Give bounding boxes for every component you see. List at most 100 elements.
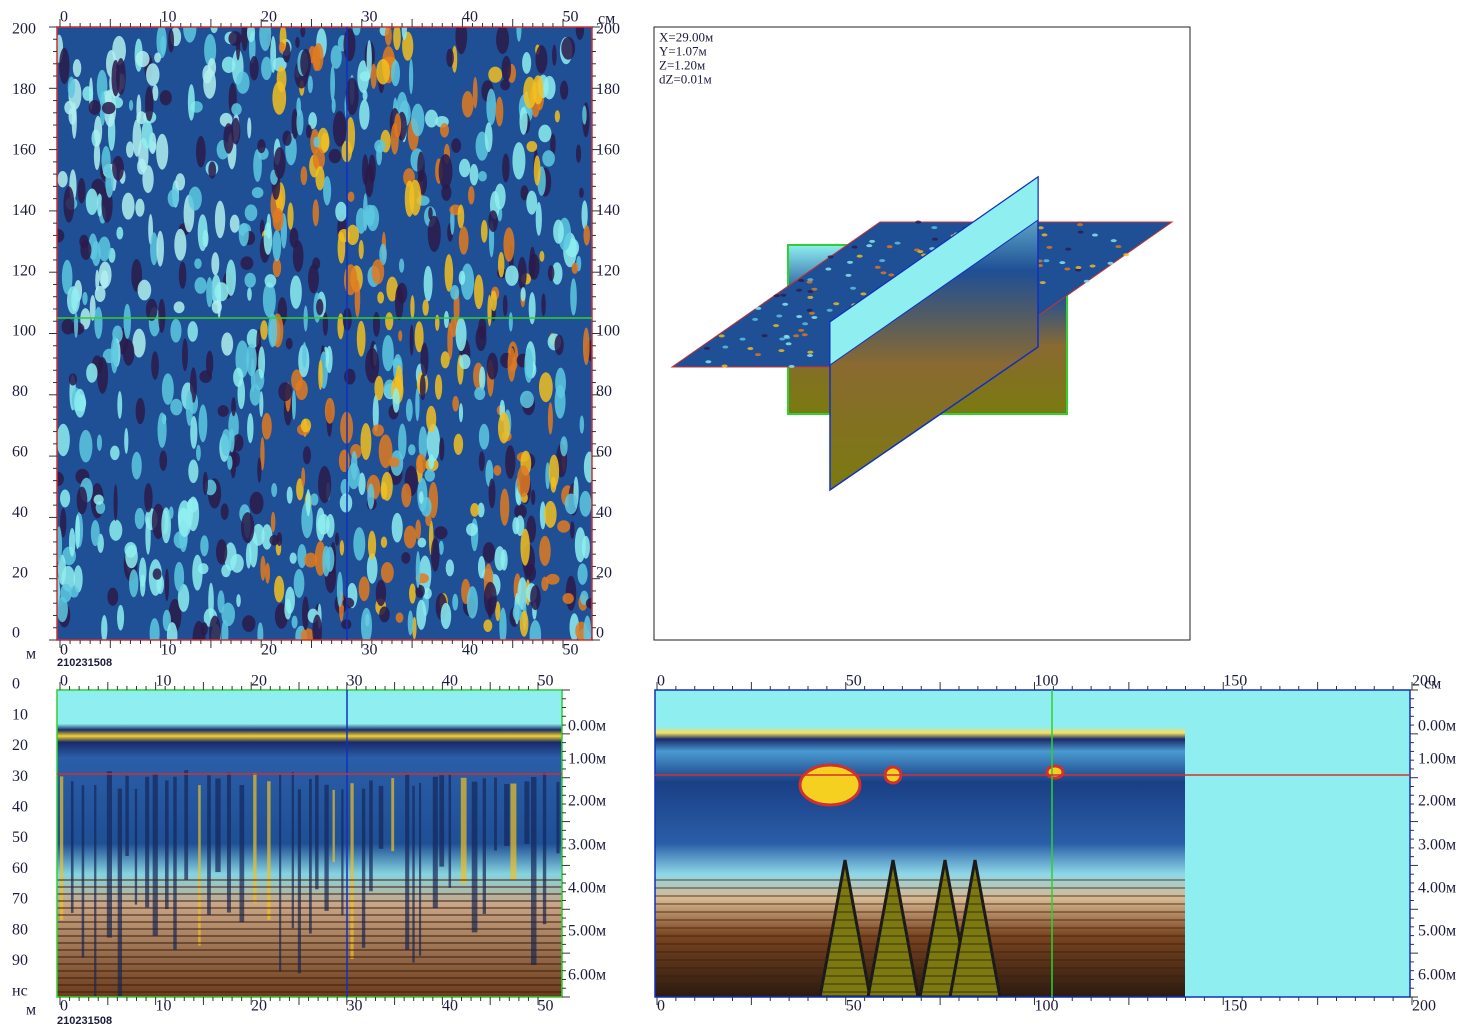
texture-blob — [553, 219, 564, 244]
texture-blob — [825, 267, 832, 271]
texture-blob — [519, 610, 529, 637]
texture-blob — [490, 290, 497, 312]
texture-blob — [438, 153, 453, 189]
tick-label: 160 — [12, 141, 36, 158]
texture-blob — [178, 261, 187, 289]
texture-blob — [440, 602, 452, 630]
texture-blob — [168, 506, 174, 519]
texture-blob — [1077, 223, 1084, 227]
texture-blob — [154, 52, 161, 63]
texture-streak — [184, 770, 189, 880]
texture-blob — [396, 282, 408, 304]
texture-blob — [1123, 253, 1130, 257]
texture-blob — [408, 444, 416, 456]
texture-blob — [257, 139, 266, 154]
texture-blob — [434, 374, 443, 400]
texture-blob — [382, 335, 394, 372]
texture-blob — [755, 353, 762, 357]
texture-blob — [547, 402, 553, 435]
texture-blob — [538, 372, 553, 403]
texture-blob — [57, 423, 70, 457]
texture-blob — [782, 302, 789, 306]
texture-blob — [477, 502, 485, 518]
texture-blob — [145, 298, 158, 322]
texture-blob — [583, 451, 592, 483]
texture-blob — [582, 327, 590, 366]
texture-blob — [554, 110, 560, 123]
texture-blob — [187, 84, 195, 121]
tick-label: 0 — [596, 625, 604, 642]
tick-label: 40 — [12, 798, 28, 815]
texture-blob — [244, 204, 258, 222]
texture-blob — [424, 469, 436, 482]
texture-blob — [410, 295, 415, 319]
texture-blob — [247, 117, 252, 139]
texture-blob — [261, 412, 272, 440]
texture-blob — [61, 318, 75, 335]
texture-blob — [541, 293, 546, 317]
texture-blob — [773, 324, 780, 328]
texture-blob — [331, 98, 336, 114]
texture-blob — [306, 489, 311, 517]
texture-blob — [129, 569, 139, 598]
texture-blob — [426, 423, 441, 462]
texture-streak — [134, 788, 138, 905]
texture-blob — [121, 192, 135, 220]
texture-blob — [287, 202, 294, 230]
texture-blob — [211, 300, 222, 314]
texture-blob — [230, 553, 244, 573]
texture-blob — [526, 141, 538, 152]
texture-blob — [1039, 281, 1046, 285]
texture-blob — [880, 271, 887, 275]
texture-blob — [135, 50, 150, 68]
texture-blob — [310, 493, 319, 506]
tick-label: 0 — [60, 998, 68, 1015]
texture-blob — [200, 622, 208, 636]
texture-blob — [73, 312, 79, 338]
texture-streak — [524, 781, 530, 845]
texture-blob — [131, 451, 142, 480]
texture-blob — [236, 594, 241, 608]
texture-blob — [347, 191, 355, 202]
texture-blob — [64, 100, 75, 115]
texture-blob — [192, 554, 203, 591]
texture-streak — [542, 772, 547, 925]
texture-streak — [239, 785, 245, 923]
texture-blob — [420, 342, 429, 377]
texture-blob — [395, 612, 404, 623]
info-line: X=29.00м — [659, 30, 713, 45]
texture-blob — [170, 318, 182, 343]
texture-blob — [330, 45, 342, 69]
texture-blob — [276, 532, 283, 546]
texture-blob — [196, 444, 201, 461]
texture-blob — [469, 163, 479, 186]
texture-blob — [496, 27, 510, 54]
texture-blob — [547, 265, 555, 282]
texture-blob — [453, 433, 464, 455]
texture-blob — [390, 60, 401, 87]
texture-blob — [170, 398, 183, 416]
texture-blob — [112, 155, 124, 181]
texture-blob — [291, 615, 298, 629]
texture-blob — [474, 387, 486, 401]
texture-streak — [81, 785, 85, 958]
tick-label: 90 — [12, 952, 28, 969]
texture-blob — [505, 265, 519, 286]
texture-blob — [125, 141, 134, 158]
texture-blob — [247, 287, 252, 301]
texture-blob — [164, 568, 170, 602]
texture-streak — [125, 775, 129, 857]
tick-label: 4.00м — [1418, 880, 1456, 897]
tick-label: 30 — [12, 768, 28, 785]
tick-label: 200 — [1412, 673, 1436, 690]
texture-blob — [538, 124, 552, 143]
texture-blob — [847, 260, 854, 264]
texture-blob — [539, 501, 546, 530]
texture-blob — [289, 227, 299, 248]
tick-label: 200 — [596, 21, 620, 38]
texture-blob — [1083, 279, 1090, 283]
texture-blob — [755, 306, 762, 310]
texture-blob — [312, 614, 322, 640]
texture-blob — [458, 270, 466, 286]
